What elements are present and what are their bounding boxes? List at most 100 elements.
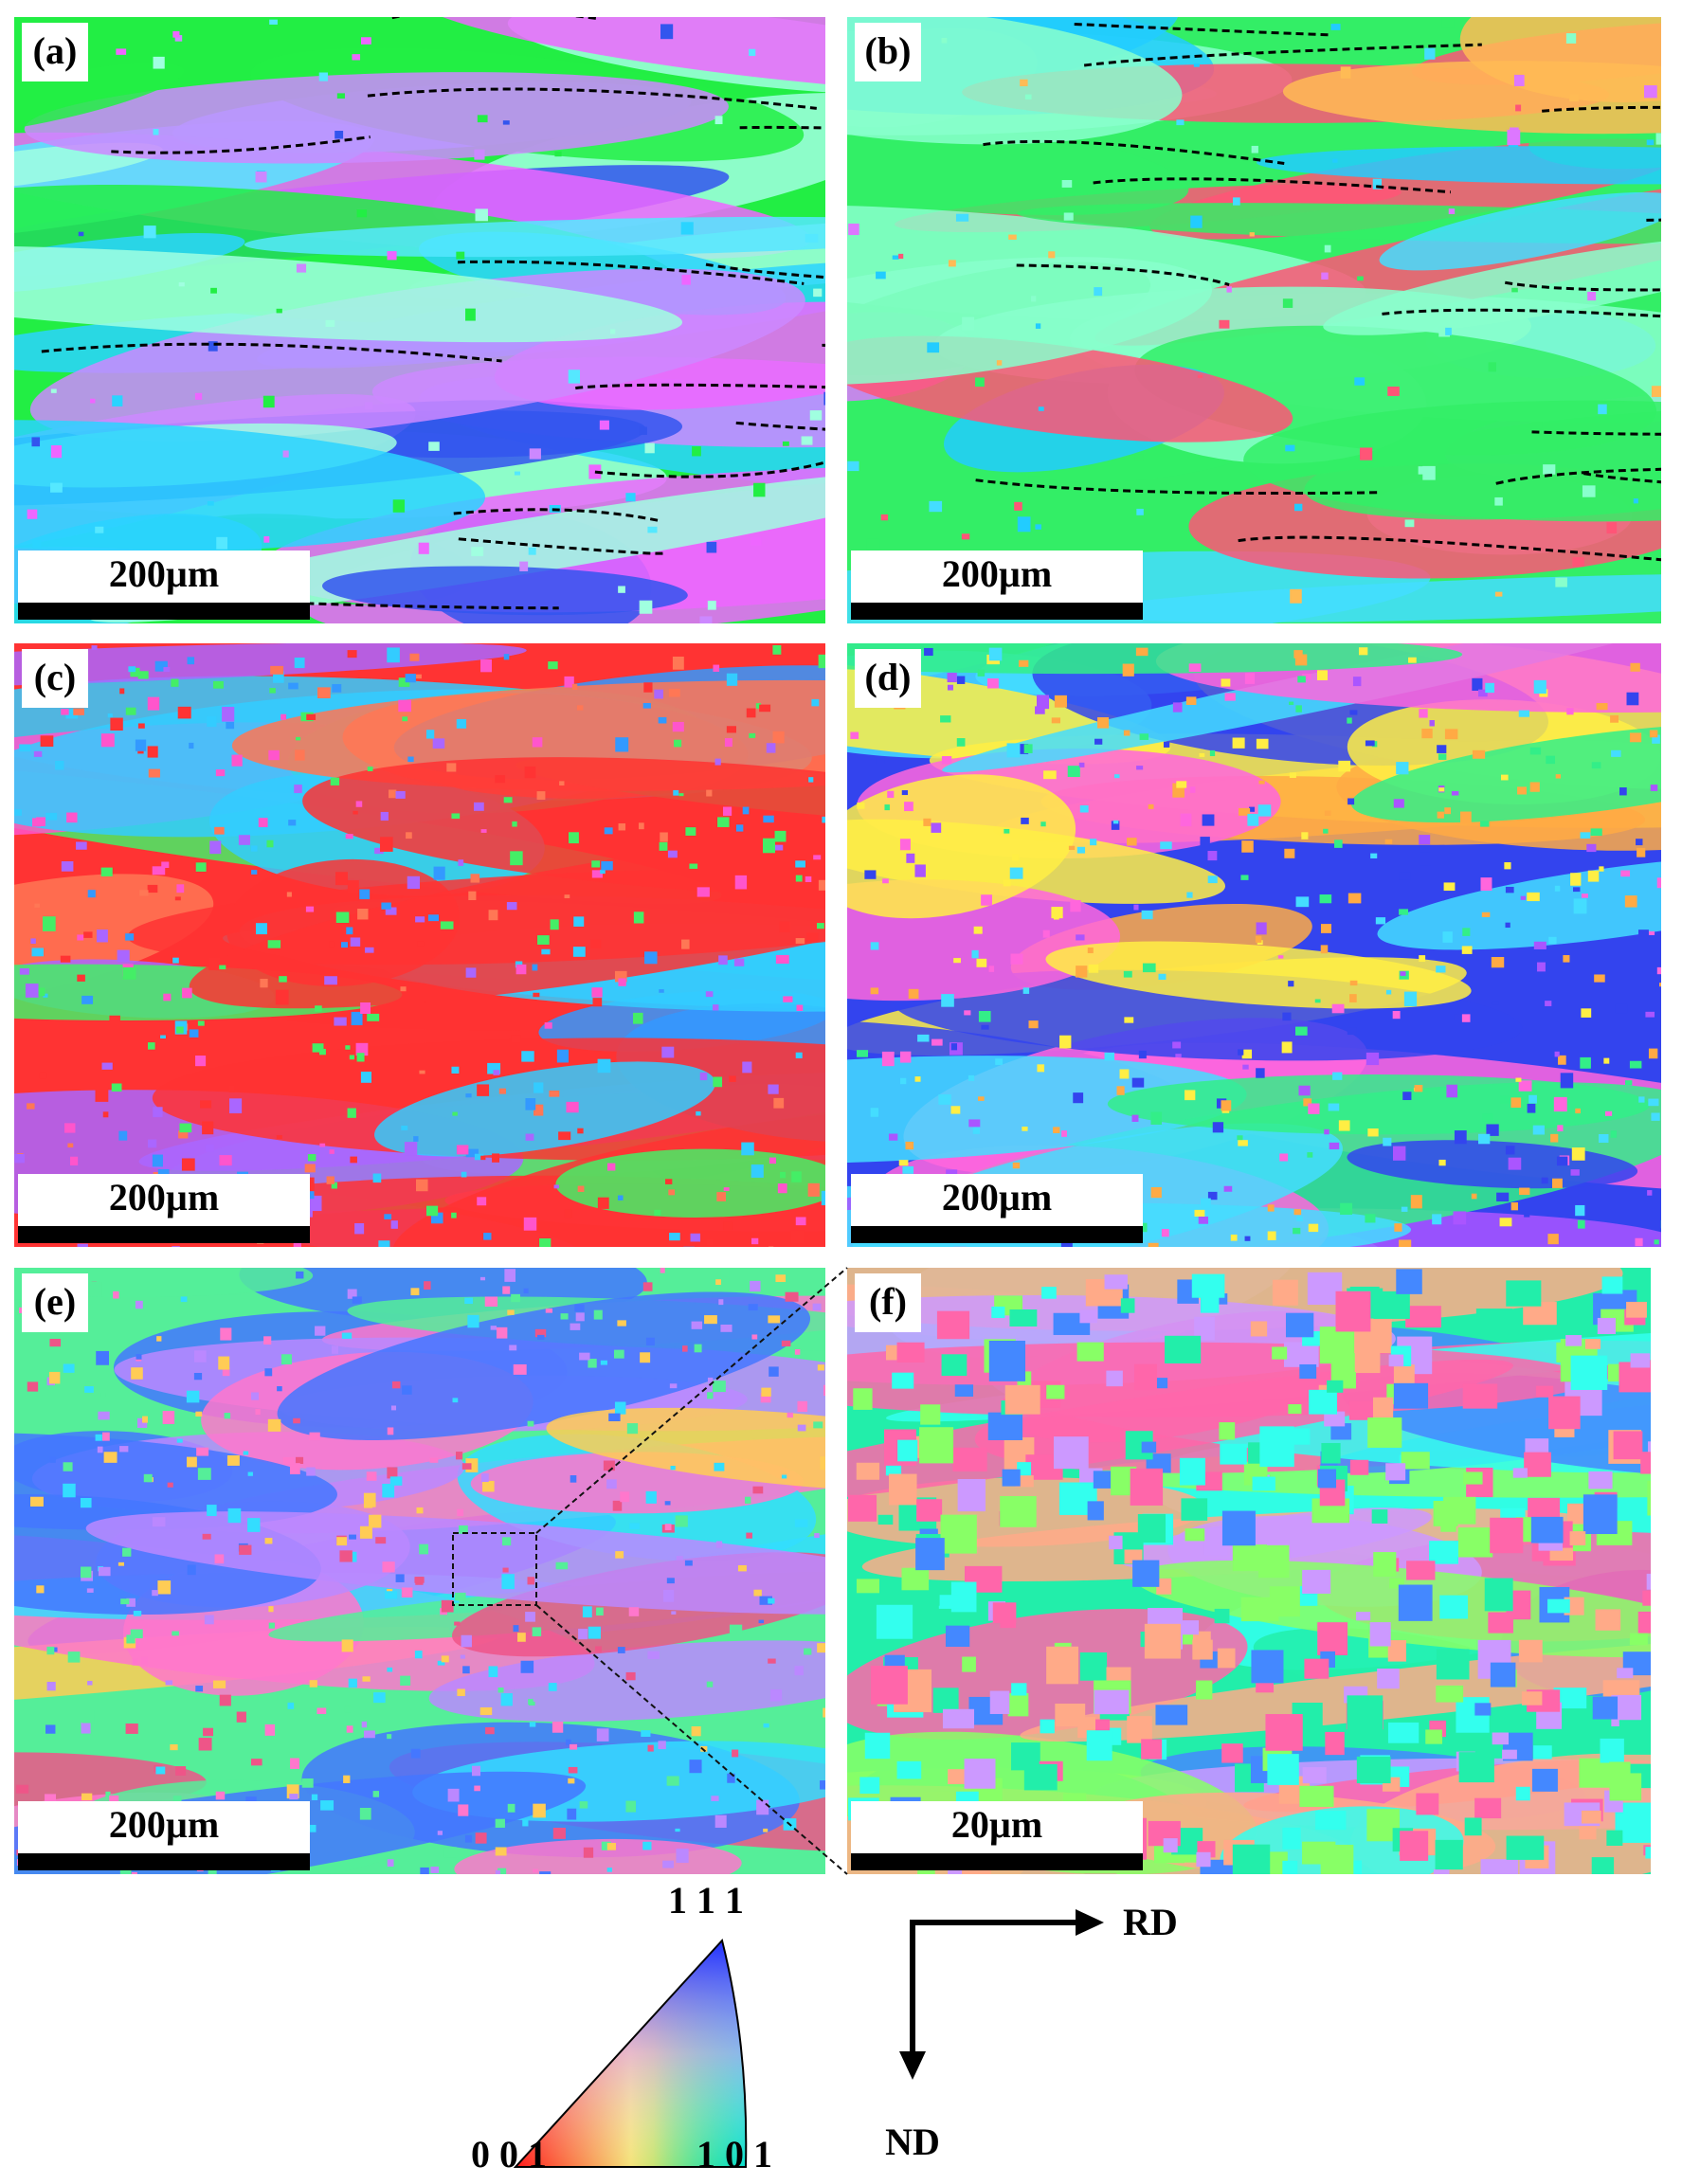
small-grain [77, 974, 85, 982]
small-grain [378, 1240, 390, 1247]
small-grain [1302, 1841, 1336, 1865]
direction-axes: RD ND [885, 1901, 1178, 2163]
small-grain [1070, 899, 1081, 912]
ipf-legend: 1 1 1 0 0 1 1 0 1 [471, 1879, 772, 2175]
small-grain [642, 1841, 652, 1850]
small-grain [751, 1237, 759, 1245]
small-grain [467, 1314, 479, 1328]
small-grain [264, 1368, 273, 1377]
small-grain [1256, 922, 1267, 935]
grain-band [847, 257, 1213, 386]
small-grain [362, 1676, 371, 1682]
small-grain [723, 1221, 733, 1231]
small-grain [1061, 180, 1073, 188]
scale-label: 20µm [951, 1803, 1042, 1846]
small-grain [307, 1182, 315, 1192]
small-grain [1475, 1309, 1513, 1335]
small-grain [357, 909, 369, 920]
small-grain [683, 1246, 695, 1247]
small-grain [360, 37, 371, 45]
small-grain [1582, 485, 1596, 497]
small-grain [348, 1678, 357, 1688]
small-grain [119, 1446, 129, 1453]
small-grain [805, 233, 819, 243]
small-grain [660, 24, 674, 40]
small-grain [981, 1024, 989, 1030]
small-grain [1131, 1077, 1145, 1088]
small-grain [212, 1680, 226, 1688]
small-grain [988, 647, 1003, 661]
small-grain [268, 749, 280, 761]
small-grain [1349, 980, 1358, 986]
grain-band [1377, 856, 1661, 950]
small-grain [319, 1143, 326, 1147]
small-grain [353, 810, 358, 815]
small-grain [329, 941, 335, 948]
small-grain [1554, 885, 1561, 892]
grain-band [14, 1268, 314, 1298]
small-grain [306, 1467, 316, 1476]
small-grain [892, 255, 899, 260]
small-grain [347, 880, 359, 893]
small-grain [16, 1784, 29, 1794]
small-grain [416, 1507, 424, 1514]
scale-bar [851, 1226, 1143, 1243]
small-grain [1330, 24, 1341, 30]
zoom-box [452, 1532, 537, 1606]
small-grain [195, 1686, 204, 1692]
small-grain [591, 860, 601, 868]
small-grain [567, 1808, 577, 1820]
small-grain [628, 1607, 640, 1616]
small-grain [1296, 1216, 1303, 1221]
small-grain [1023, 1763, 1058, 1791]
small-grain [384, 1214, 392, 1219]
small-grain [1181, 1620, 1200, 1635]
small-grain [488, 910, 498, 921]
small-grain [954, 1384, 974, 1398]
small-grain [1302, 1767, 1327, 1784]
scale-box [18, 1801, 310, 1853]
small-grain [746, 1532, 752, 1539]
small-grain [454, 1592, 466, 1601]
small-grain [282, 1456, 295, 1465]
small-grain [363, 1492, 376, 1507]
small-grain [681, 274, 691, 285]
small-grain [1648, 930, 1655, 935]
small-grain [1371, 1509, 1388, 1524]
small-grain [181, 1158, 195, 1171]
zoom-line [535, 1604, 848, 1875]
small-grain [940, 715, 951, 723]
small-grain [1387, 57, 1394, 63]
small-grain [1492, 1001, 1499, 1005]
small-grain [55, 760, 64, 770]
small-grain [1055, 1704, 1086, 1726]
panel-label: (b) [865, 29, 912, 72]
small-grain [27, 1381, 39, 1392]
small-grain [1295, 896, 1310, 908]
small-grain [850, 731, 859, 739]
small-grain [346, 927, 353, 935]
small-grain [938, 1094, 951, 1105]
small-grain [795, 860, 805, 868]
small-grain [1046, 1384, 1065, 1399]
ebsd-map [847, 17, 1661, 623]
small-grain [1191, 1273, 1225, 1298]
small-grain [1150, 1111, 1163, 1125]
panels: (a)200µm(b)200µm(c)200µm(d)200µm(e)200µm… [14, 17, 1661, 1874]
small-grain [1239, 807, 1251, 816]
small-grain [714, 1814, 727, 1828]
small-grain [1545, 1001, 1552, 1006]
small-grain [666, 1578, 675, 1584]
small-grain [203, 1727, 214, 1737]
small-grain [501, 1574, 515, 1590]
small-grain [318, 72, 329, 81]
small-grain [1301, 832, 1309, 839]
small-grain [395, 790, 406, 799]
small-grain [914, 864, 926, 877]
small-grain [45, 812, 58, 821]
small-grain [36, 1585, 45, 1594]
small-grain [523, 1288, 529, 1294]
small-grain [1654, 1239, 1659, 1245]
small-grain [255, 923, 267, 935]
small-grain [506, 902, 517, 911]
